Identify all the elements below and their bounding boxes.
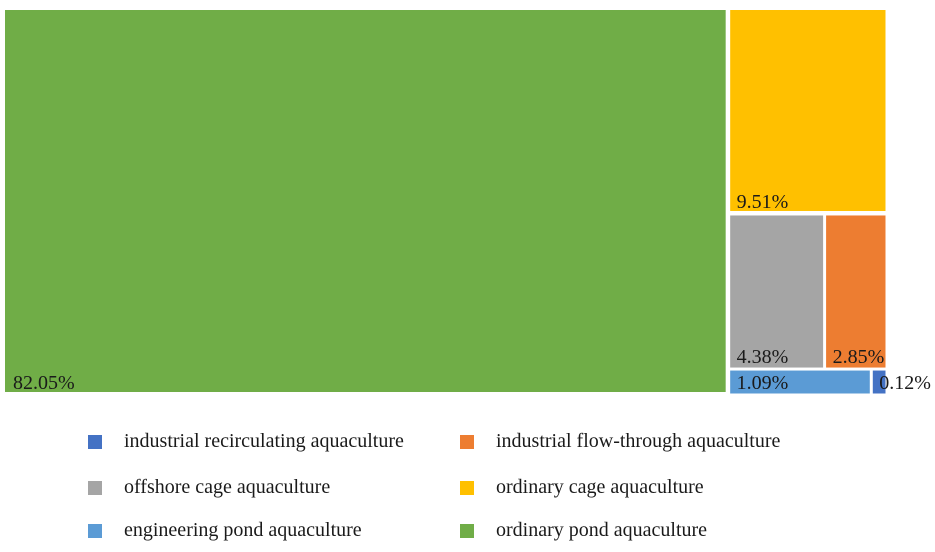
data-label-ordinary-pond-aquaculture: 82.05%: [13, 372, 75, 394]
legend-item-offshore-cage: offshore cage aquaculture: [88, 476, 330, 499]
legend-label: industrial recirculating aquaculture: [124, 430, 404, 452]
treemap-tile-engineering-pond-aquaculture: [730, 370, 870, 394]
legend-swatch: [88, 523, 102, 538]
legend-item-industrial-flow-through: industrial flow-through aquaculture: [460, 430, 780, 453]
legend-item-ordinary-pond: ordinary pond aquaculture: [460, 519, 707, 542]
legend-label: engineering pond aquaculture: [124, 519, 362, 541]
data-label-engineering-pond-aquaculture: 1.09%: [737, 372, 789, 394]
legend-swatch: [88, 480, 102, 495]
legend-swatch: [460, 523, 474, 538]
legend-swatch: [460, 434, 474, 449]
legend-label: ordinary pond aquaculture: [496, 519, 708, 541]
legend-item-industrial-recirculating: industrial recirculating aquaculture: [88, 430, 404, 453]
treemap-tile-industrial-flow-through-aquaculture: [826, 215, 886, 368]
legend-label: industrial flow-through aquaculture: [496, 430, 781, 452]
treemap-tile-ordinary-cage-aquaculture: [730, 10, 886, 211]
data-label-ordinary-cage-aquaculture: 9.51%: [737, 191, 789, 213]
legend-label: ordinary cage aquaculture: [496, 476, 704, 498]
data-label-industrial-recirculating-aquaculture: 0.12%: [879, 372, 931, 394]
treemap-tile-offshore-cage-aquaculture: [730, 215, 824, 368]
treemap-tile-ordinary-pond-aquaculture: [5, 10, 726, 392]
treemap-chart: 82.05% 9.51% 4.38% 2.85% 1.09% 0.12%: [5, 10, 931, 394]
legend-item-ordinary-cage: ordinary cage aquaculture: [460, 476, 704, 499]
data-label-offshore-cage-aquaculture: 4.38%: [737, 346, 789, 368]
legend-item-engineering-pond: engineering pond aquaculture: [88, 519, 362, 542]
legend-label: offshore cage aquaculture: [124, 476, 331, 498]
treemap-tile-industrial-recirculating-aquaculture: [872, 370, 886, 394]
data-label-industrial-flow-through-aquaculture: 2.85%: [833, 346, 885, 368]
legend-swatch: [88, 434, 102, 449]
legend-swatch: [460, 480, 474, 495]
